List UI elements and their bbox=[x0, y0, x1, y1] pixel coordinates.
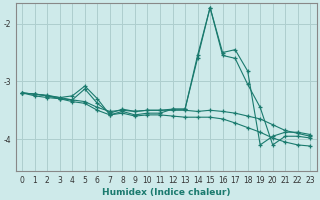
X-axis label: Humidex (Indice chaleur): Humidex (Indice chaleur) bbox=[102, 188, 230, 197]
